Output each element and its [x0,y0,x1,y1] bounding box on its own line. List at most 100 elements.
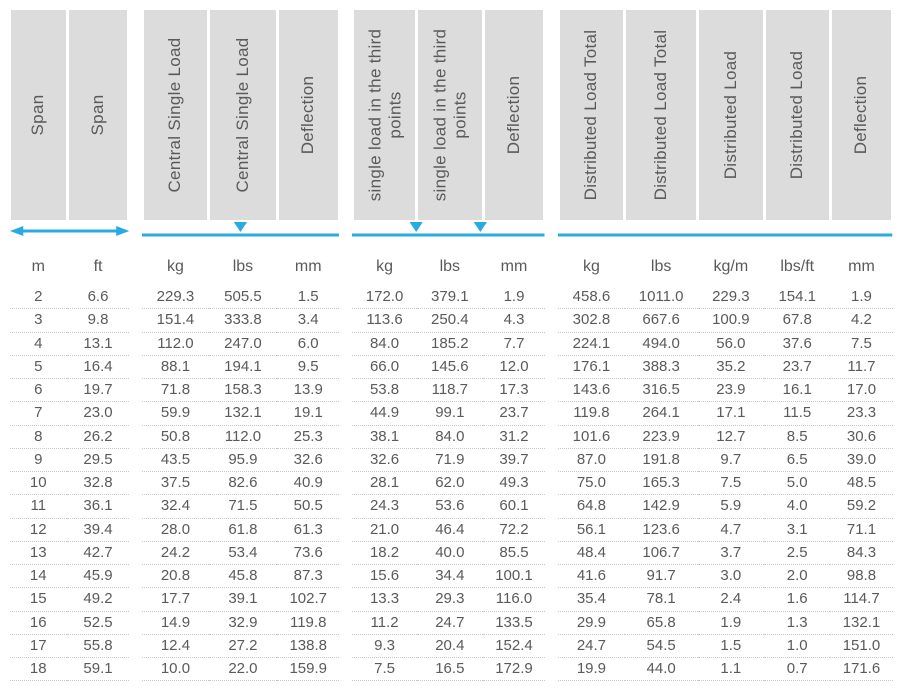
header-label: single load in the third points [365,15,404,215]
column-gap [129,518,142,541]
header-label: Deflection [851,76,871,155]
column-gap [545,658,558,681]
header-label: Central Single Load [165,37,185,192]
unit-cell: ft [67,242,129,286]
column-gap [129,611,142,634]
data-cell: 85.5 [483,541,545,564]
column-gap [339,541,352,564]
data-cell: 102.7 [277,588,339,611]
data-cell: 9.3 [352,634,416,657]
data-cell: 316.5 [625,379,698,402]
data-cell: 9.8 [67,309,129,332]
data-cell: 40.0 [417,541,483,564]
units-row: m ft kg lbs mm kg lbs mm kg lbs kg/m lbs… [10,242,893,286]
data-cell: 21.0 [352,518,416,541]
data-cell: 194.1 [209,355,278,378]
data-cell: 1.9 [698,611,764,634]
header-third-defl: Deflection [483,10,545,220]
data-cell: 35.4 [558,588,624,611]
unit-cell: mm [483,242,545,286]
data-cell: 247.0 [209,332,278,355]
data-cell: 379.1 [417,286,483,309]
column-gap [545,355,558,378]
data-cell: 71.8 [142,379,208,402]
data-cell: 39.0 [830,448,892,471]
data-cell: 67.8 [764,309,830,332]
data-cell: 224.1 [558,332,624,355]
column-gap [129,634,142,657]
data-cell: 53.8 [352,379,416,402]
data-cell: 17.3 [483,379,545,402]
data-cell: 29.5 [67,448,129,471]
data-cell: 24.3 [352,495,416,518]
data-cell: 100.1 [483,565,545,588]
data-cell: 39.7 [483,448,545,471]
data-cell: 101.6 [558,425,624,448]
column-gap [129,472,142,495]
data-cell: 142.9 [625,495,698,518]
data-cell: 10.0 [142,658,208,681]
data-cell: 165.3 [625,472,698,495]
data-cell: 667.6 [625,309,698,332]
data-cell: 6 [10,379,68,402]
data-cell: 172.9 [483,658,545,681]
data-cell: 1.1 [698,658,764,681]
column-gap [129,402,142,425]
data-cell: 505.5 [209,286,278,309]
data-cell: 11.7 [830,355,892,378]
distributed-load-icon [558,220,892,242]
data-cell: 84.0 [417,425,483,448]
table-row: 826.250.8112.025.338.184.031.2101.6223.9… [10,425,893,448]
data-cell: 11.2 [352,611,416,634]
data-cell: 132.1 [209,402,278,425]
data-cell: 10 [10,472,68,495]
data-cell: 37.5 [142,472,208,495]
data-cell: 458.6 [558,286,624,309]
column-gap [339,402,352,425]
data-cell: 30.6 [830,425,892,448]
data-cell: 2 [10,286,68,309]
data-cell: 16.1 [764,379,830,402]
data-cell: 71.9 [417,448,483,471]
table-row: 723.059.9132.119.144.999.123.7119.8264.1… [10,402,893,425]
data-cell: 38.1 [352,425,416,448]
data-cell: 152.4 [483,634,545,657]
data-cell: 13.3 [352,588,416,611]
table-row: 516.488.1194.19.566.0145.612.0176.1388.3… [10,355,893,378]
data-cell: 32.8 [67,472,129,495]
data-cell: 19.1 [277,402,339,425]
unit-cell: kg [142,242,208,286]
data-cell: 20.8 [142,565,208,588]
data-cell: 59.9 [142,402,208,425]
header-row: Span Span Central Single Load Central Si… [10,10,893,220]
data-cell: 71.1 [830,518,892,541]
data-cell: 6.5 [764,448,830,471]
column-gap [545,611,558,634]
data-cell: 56.1 [558,518,624,541]
data-cell: 9.5 [277,355,339,378]
data-cell: 13.9 [277,379,339,402]
data-cell: 1.9 [483,286,545,309]
column-gap [545,565,558,588]
table-row: 929.543.595.932.632.671.939.787.0191.89.… [10,448,893,471]
header-label: Deflection [298,76,318,155]
data-cell: 4.2 [830,309,892,332]
table-row: 619.771.8158.313.953.8118.717.3143.6316.… [10,379,893,402]
column-gap [545,634,558,657]
data-cell: 172.0 [352,286,416,309]
data-cell: 14 [10,565,68,588]
data-cell: 50.5 [277,495,339,518]
header-third-kg: single load in the third points [352,10,416,220]
data-cell: 106.7 [625,541,698,564]
data-cell: 151.0 [830,634,892,657]
column-gap [339,286,352,309]
data-cell: 61.3 [277,518,339,541]
data-cell: 229.3 [698,286,764,309]
data-cell: 37.6 [764,332,830,355]
data-cell: 31.2 [483,425,545,448]
data-cell: 78.1 [625,588,698,611]
diagram-row [10,220,893,242]
data-cell: 133.5 [483,611,545,634]
data-cell: 191.8 [625,448,698,471]
header-label: Span [88,95,108,136]
